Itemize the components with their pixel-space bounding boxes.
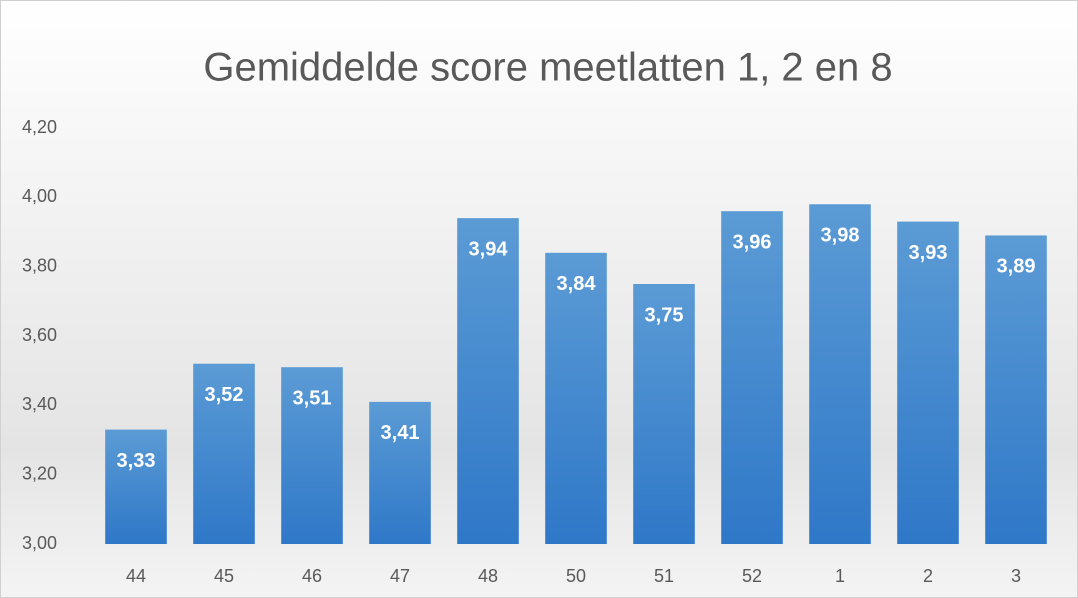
x-tick-label: 3 [1011, 566, 1021, 586]
x-tick-label: 47 [390, 566, 410, 586]
value-label: 3,96 [733, 231, 772, 253]
value-label: 3,33 [117, 450, 156, 472]
bar [985, 235, 1047, 544]
x-tick-label: 51 [654, 566, 674, 586]
value-label: 3,75 [645, 304, 684, 326]
y-tick-label: 3,80 [22, 255, 57, 275]
value-label: 3,52 [205, 384, 244, 406]
x-tick-label: 44 [126, 566, 146, 586]
x-tick-label: 1 [835, 566, 845, 586]
chart-title: Gemiddelde score meetlatten 1, 2 en 8 [203, 46, 892, 90]
value-label: 3,94 [469, 238, 509, 260]
bar [721, 211, 783, 544]
value-label: 3,93 [909, 242, 948, 264]
value-label: 3,51 [293, 387, 332, 409]
bar [545, 252, 607, 545]
x-tick-label: 2 [923, 566, 933, 586]
y-tick-label: 3,40 [22, 394, 57, 414]
bar [633, 284, 695, 544]
value-label: 3,89 [997, 256, 1036, 278]
x-tick-label: 50 [566, 566, 586, 586]
bar [457, 218, 519, 544]
value-label: 3,84 [557, 273, 597, 295]
y-tick-label: 3,60 [22, 325, 57, 345]
y-tick-label: 4,20 [22, 117, 57, 137]
x-tick-label: 46 [302, 566, 322, 586]
value-label: 3,98 [821, 225, 860, 247]
y-tick-label: 3,00 [22, 533, 57, 553]
bar [281, 367, 343, 544]
x-tick-label: 52 [742, 566, 762, 586]
x-tick-label: 45 [214, 566, 234, 586]
y-tick-label: 4,00 [22, 186, 57, 206]
bar [809, 204, 871, 544]
bar [193, 363, 255, 544]
y-tick-label: 3,20 [22, 463, 57, 483]
bar [105, 429, 167, 544]
bar [369, 401, 431, 544]
value-label: 3,41 [381, 422, 420, 444]
x-tick-label: 48 [478, 566, 498, 586]
bar [897, 221, 959, 544]
